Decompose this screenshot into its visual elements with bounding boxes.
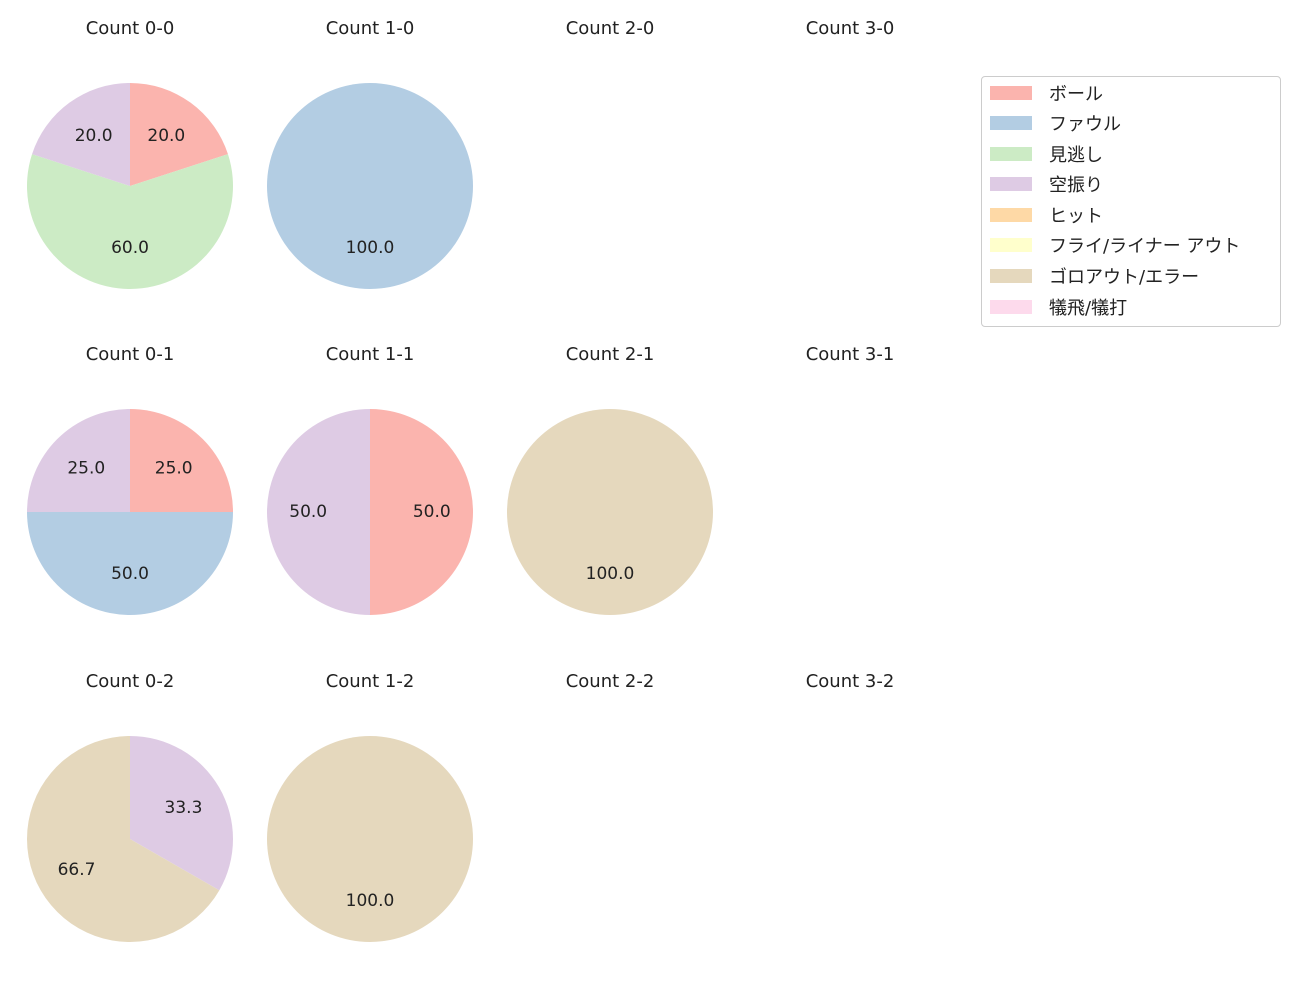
- legend-label: ゴロアウト/エラー: [1049, 267, 1200, 288]
- legend-swatch: [990, 116, 1032, 130]
- pie-slice: [130, 409, 233, 512]
- legend-item: 見逃し: [990, 142, 1103, 166]
- legend-swatch: [990, 269, 1032, 283]
- slice-label: 60.0: [111, 238, 149, 258]
- subplot-title: Count 0-1: [86, 344, 175, 365]
- slice-label: 50.0: [111, 564, 149, 584]
- legend-item: フライ/ライナー アウト: [990, 233, 1240, 257]
- pie-slice: [370, 409, 473, 615]
- legend-swatch: [990, 208, 1032, 222]
- subplot-title: Count 3-0: [806, 18, 895, 39]
- legend-item: 犠飛/犠打: [990, 295, 1127, 319]
- subplot-title: Count 2-0: [566, 18, 655, 39]
- slice-label: 100.0: [346, 238, 395, 258]
- slice-label: 50.0: [289, 502, 327, 522]
- slice-label: 25.0: [155, 458, 193, 478]
- pie-slice: [27, 154, 234, 289]
- legend-swatch: [990, 238, 1032, 252]
- legend-item: ボール: [990, 81, 1103, 105]
- pie-slice: [27, 409, 130, 512]
- slice-label: 100.0: [586, 564, 635, 584]
- pie-slice: [130, 736, 233, 891]
- legend-label: ファウル: [1049, 114, 1121, 135]
- pie-slice: [267, 83, 473, 289]
- subplot-title: Count 2-2: [566, 671, 655, 692]
- subplot-title: Count 2-1: [566, 344, 655, 365]
- legend-item: 空振り: [990, 172, 1103, 196]
- slice-label: 50.0: [413, 502, 451, 522]
- legend-label: 見逃し: [1049, 145, 1103, 166]
- legend-item: ヒット: [990, 203, 1103, 227]
- slice-label: 100.0: [346, 891, 395, 911]
- subplot-title: Count 0-2: [86, 671, 175, 692]
- legend: ボールファウル見逃し空振りヒットフライ/ライナー アウト ゴロアウト/エラー 犠飛/…: [981, 76, 1281, 327]
- legend-label: ボール: [1049, 84, 1103, 105]
- legend-label: フライ/ライナー アウト: [1049, 236, 1241, 257]
- slice-label: 25.0: [67, 458, 105, 478]
- slice-label: 66.7: [58, 860, 96, 880]
- subplot-title: Count 0-0: [86, 18, 175, 39]
- pie-slice: [267, 736, 473, 942]
- subplot-title: Count 1-0: [326, 18, 415, 39]
- pie-slice: [130, 83, 228, 186]
- subplot-title: Count 3-2: [806, 671, 895, 692]
- legend-item: ファウル: [990, 111, 1121, 135]
- subplot-title: Count 1-2: [326, 671, 415, 692]
- pie-slice: [267, 409, 370, 615]
- slice-label: 20.0: [75, 126, 113, 146]
- pie-slice: [27, 512, 233, 615]
- legend-swatch: [990, 86, 1032, 100]
- legend-label: ヒット: [1049, 206, 1103, 227]
- pie-slice: [507, 409, 713, 615]
- legend-swatch: [990, 147, 1032, 161]
- pie-slice: [26, 736, 220, 943]
- legend-label: 空振り: [1049, 175, 1103, 196]
- pie-slice: [32, 83, 130, 186]
- legend-label: 犠飛/犠打: [1049, 298, 1128, 319]
- subplot-title: Count 1-1: [326, 344, 415, 365]
- slice-label: 33.3: [165, 798, 203, 818]
- legend-item: ゴロアウト/エラー: [990, 264, 1199, 288]
- subplot-title: Count 3-1: [806, 344, 895, 365]
- slice-label: 20.0: [147, 126, 185, 146]
- legend-swatch: [990, 300, 1032, 314]
- legend-swatch: [990, 177, 1032, 191]
